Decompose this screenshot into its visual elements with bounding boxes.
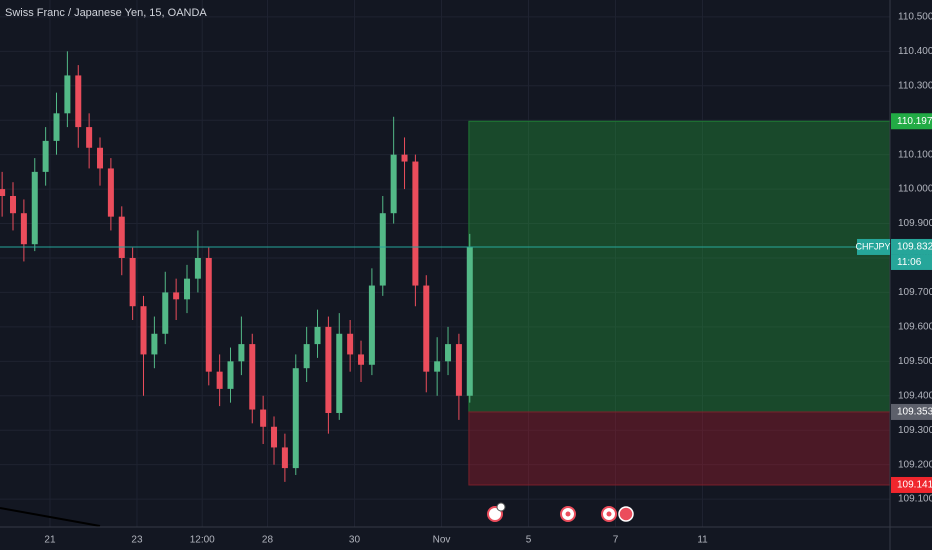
- candle-body: [129, 257, 136, 307]
- candle-body: [97, 147, 104, 169]
- event-icon[interactable]: [618, 506, 634, 522]
- candle-body: [53, 113, 60, 141]
- entry-tag-label: 109.353: [897, 407, 932, 418]
- y-tick-label: 109.200: [898, 459, 932, 470]
- loss-zone: [468, 411, 891, 486]
- symbol-tag-label: CHFJPY: [855, 241, 890, 251]
- candle-body: [107, 168, 114, 217]
- candle-body: [423, 285, 430, 372]
- drawing-line: [0, 507, 101, 527]
- grid: [0, 0, 890, 527]
- candle-body: [238, 344, 245, 362]
- candle-body: [412, 161, 419, 286]
- plot: [0, 51, 891, 486]
- y-tick-label: 110.000: [898, 184, 932, 195]
- x-tick-label: 11: [697, 535, 708, 546]
- event-dot: [606, 511, 612, 517]
- stop-tag-label: 109.141: [897, 480, 932, 491]
- candle-body: [368, 285, 375, 365]
- price-tags: 110.197 109.353 109.141 109.832 CHFJPY 11:06: [855, 113, 932, 493]
- y-tick-label: 110.100: [898, 149, 932, 160]
- y-tick-label: 110.500: [898, 12, 932, 23]
- countdown-label: 11:06: [897, 257, 922, 268]
- last-price-tag: [891, 238, 932, 255]
- profit-zone: [468, 120, 891, 413]
- y-tick-label: 109.500: [898, 356, 932, 367]
- candle-body: [445, 344, 452, 362]
- candle-body: [10, 195, 17, 214]
- stop-tag: [891, 476, 932, 493]
- candle-body: [227, 361, 234, 389]
- y-tick-label: 109.100: [898, 494, 932, 505]
- candle-body: [0, 189, 6, 196]
- candle-body: [75, 75, 82, 128]
- y-tick-label: 109.300: [898, 425, 932, 436]
- y-tick-label: 109.700: [898, 287, 932, 298]
- candle-body: [390, 154, 397, 214]
- candle-body: [249, 344, 256, 410]
- event-icons[interactable]: [487, 502, 634, 522]
- candle-body: [325, 326, 332, 413]
- candle-body: [455, 344, 462, 396]
- y-tick-label: 109.900: [898, 218, 932, 229]
- candle-body: [292, 368, 299, 469]
- candle-body: [86, 127, 93, 148]
- x-tick-label: Nov: [433, 535, 451, 546]
- candle-body: [64, 75, 71, 114]
- x-tick-label: 30: [349, 535, 361, 546]
- candle-body: [466, 246, 473, 396]
- x-tick-label: 12:00: [190, 535, 215, 546]
- candle-body: [205, 257, 212, 372]
- last-price-tag-label: 109.832: [897, 242, 932, 253]
- target-tag-label: 110.197: [897, 116, 932, 127]
- x-tick-label: 5: [526, 535, 532, 546]
- candle-body: [358, 354, 365, 365]
- candle-body: [260, 409, 267, 427]
- candle-body: [173, 292, 180, 300]
- candle-body: [336, 333, 343, 413]
- symbol-tag: [857, 238, 890, 255]
- candle-body: [216, 371, 223, 389]
- x-tick-label: 21: [44, 535, 56, 546]
- y-tick-label: 110.400: [898, 46, 932, 57]
- x-tick-label: 23: [131, 535, 143, 546]
- candle-body: [20, 213, 27, 245]
- candle-body: [151, 333, 158, 355]
- candle-body: [379, 213, 386, 286]
- candle-body: [281, 447, 288, 469]
- candle-body: [401, 154, 408, 162]
- candle-body: [194, 257, 201, 279]
- x-tick-label: 28: [262, 535, 274, 546]
- candle-body: [184, 278, 191, 300]
- candle-body: [303, 344, 310, 369]
- candle-body: [271, 426, 278, 448]
- axes: 110.500110.400110.300110.200110.100110.0…: [44, 12, 932, 546]
- event-badge: [496, 502, 506, 512]
- candle-body: [140, 306, 147, 355]
- candle-body: [347, 333, 354, 355]
- candle-body: [118, 216, 125, 258]
- candle-body: [162, 292, 169, 334]
- candle-body: [314, 326, 321, 345]
- candle-body: [434, 361, 441, 372]
- y-tick-label: 110.300: [898, 80, 932, 91]
- y-tick-label: 109.400: [898, 390, 932, 401]
- x-tick-label: 7: [613, 535, 619, 546]
- target-tag: [891, 113, 932, 130]
- countdown-tag: [891, 254, 932, 270]
- entry-tag: [891, 403, 932, 420]
- chart-title: Swiss Franc / Japanese Yen, 15, OANDA: [5, 7, 207, 19]
- y-tick-label: 109.600: [898, 322, 932, 333]
- event-dot: [565, 511, 571, 517]
- candle-body: [42, 140, 49, 172]
- candle-body: [31, 171, 38, 245]
